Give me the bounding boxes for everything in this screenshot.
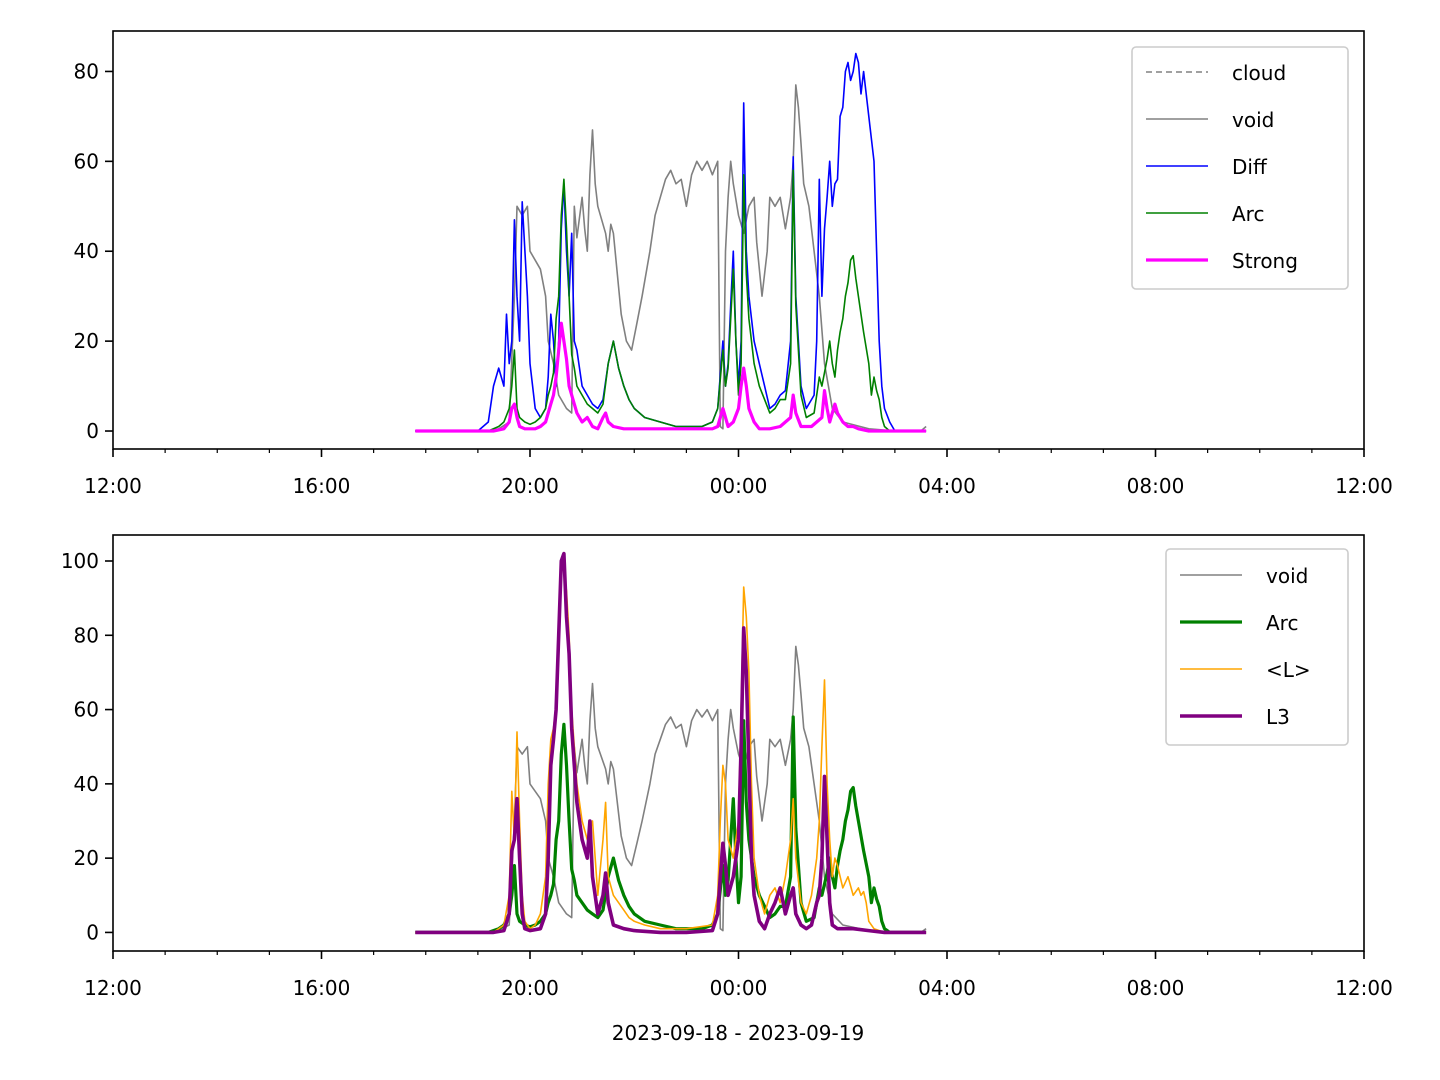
legend-label-arc: Arc xyxy=(1266,611,1298,635)
legend-label-diff: Diff xyxy=(1232,155,1268,179)
legend-label-void: void xyxy=(1232,108,1274,132)
x-tick-label: 12:00 xyxy=(84,474,142,498)
x-tick-label: 00:00 xyxy=(710,474,768,498)
x-tick-label: 12:00 xyxy=(1335,474,1393,498)
y-tick-label: 100 xyxy=(61,549,99,573)
legend-label-arc: Arc xyxy=(1232,202,1264,226)
y-tick-label: 40 xyxy=(74,772,99,796)
x-tick-label: 16:00 xyxy=(293,474,351,498)
series-line-arc xyxy=(415,715,927,934)
x-tick-label: 16:00 xyxy=(293,976,351,1000)
y-tick-label: 20 xyxy=(74,846,99,870)
y-tick-label: 0 xyxy=(86,920,99,944)
x-tick-label: 12:00 xyxy=(84,976,142,1000)
legend: void Arc <L> L3 xyxy=(1165,548,1349,746)
x-tick-label: 08:00 xyxy=(1127,976,1185,1000)
x-tick-label: 00:00 xyxy=(710,976,768,1000)
x-tick-label: 20:00 xyxy=(501,474,559,498)
series-line-strong xyxy=(415,321,927,433)
legend-box xyxy=(1131,46,1349,290)
legend-label-strong: Strong xyxy=(1232,249,1298,273)
x-tick-label: 04:00 xyxy=(918,474,976,498)
y-tick-label: 20 xyxy=(74,329,99,353)
legend-box xyxy=(1165,548,1349,746)
plot-area xyxy=(415,551,927,935)
x-tick-label: 08:00 xyxy=(1127,474,1185,498)
plot-area xyxy=(415,52,927,433)
y-tick-label: 60 xyxy=(74,149,99,173)
x-tick-label: 04:00 xyxy=(918,976,976,1000)
y-tick-label: 0 xyxy=(86,419,99,443)
y-tick-label: 80 xyxy=(74,59,99,83)
y-tick-label: 60 xyxy=(74,698,99,722)
series-line-void xyxy=(415,645,927,934)
x-tick-label: 12:00 xyxy=(1335,976,1393,1000)
top-chart-panel: 12:00 16:00 20:00 00:00 04:00 08:00 12:00 0 20 40… xyxy=(74,30,1393,498)
legend: cloud void Diff Arc Strong xyxy=(1131,46,1349,290)
legend-label-void: void xyxy=(1266,564,1308,588)
legend-label-cloud: cloud xyxy=(1232,61,1286,85)
bottom-chart-panel: 12:00 16:00 20:00 00:00 04:00 08:00 12:00 0 20 40… xyxy=(61,534,1393,1000)
legend-label-l3: L3 xyxy=(1266,705,1290,729)
series-line-l3 xyxy=(415,551,927,935)
y-tick-label: 80 xyxy=(74,623,99,647)
y-tick-label: 40 xyxy=(74,239,99,263)
x-axis-label: 2023-09-18 - 2023-09-19 xyxy=(612,1021,864,1045)
series-line-arc xyxy=(415,169,927,432)
legend-label-lt-l-gt: <L> xyxy=(1266,658,1311,682)
x-tick-label: 20:00 xyxy=(501,976,559,1000)
